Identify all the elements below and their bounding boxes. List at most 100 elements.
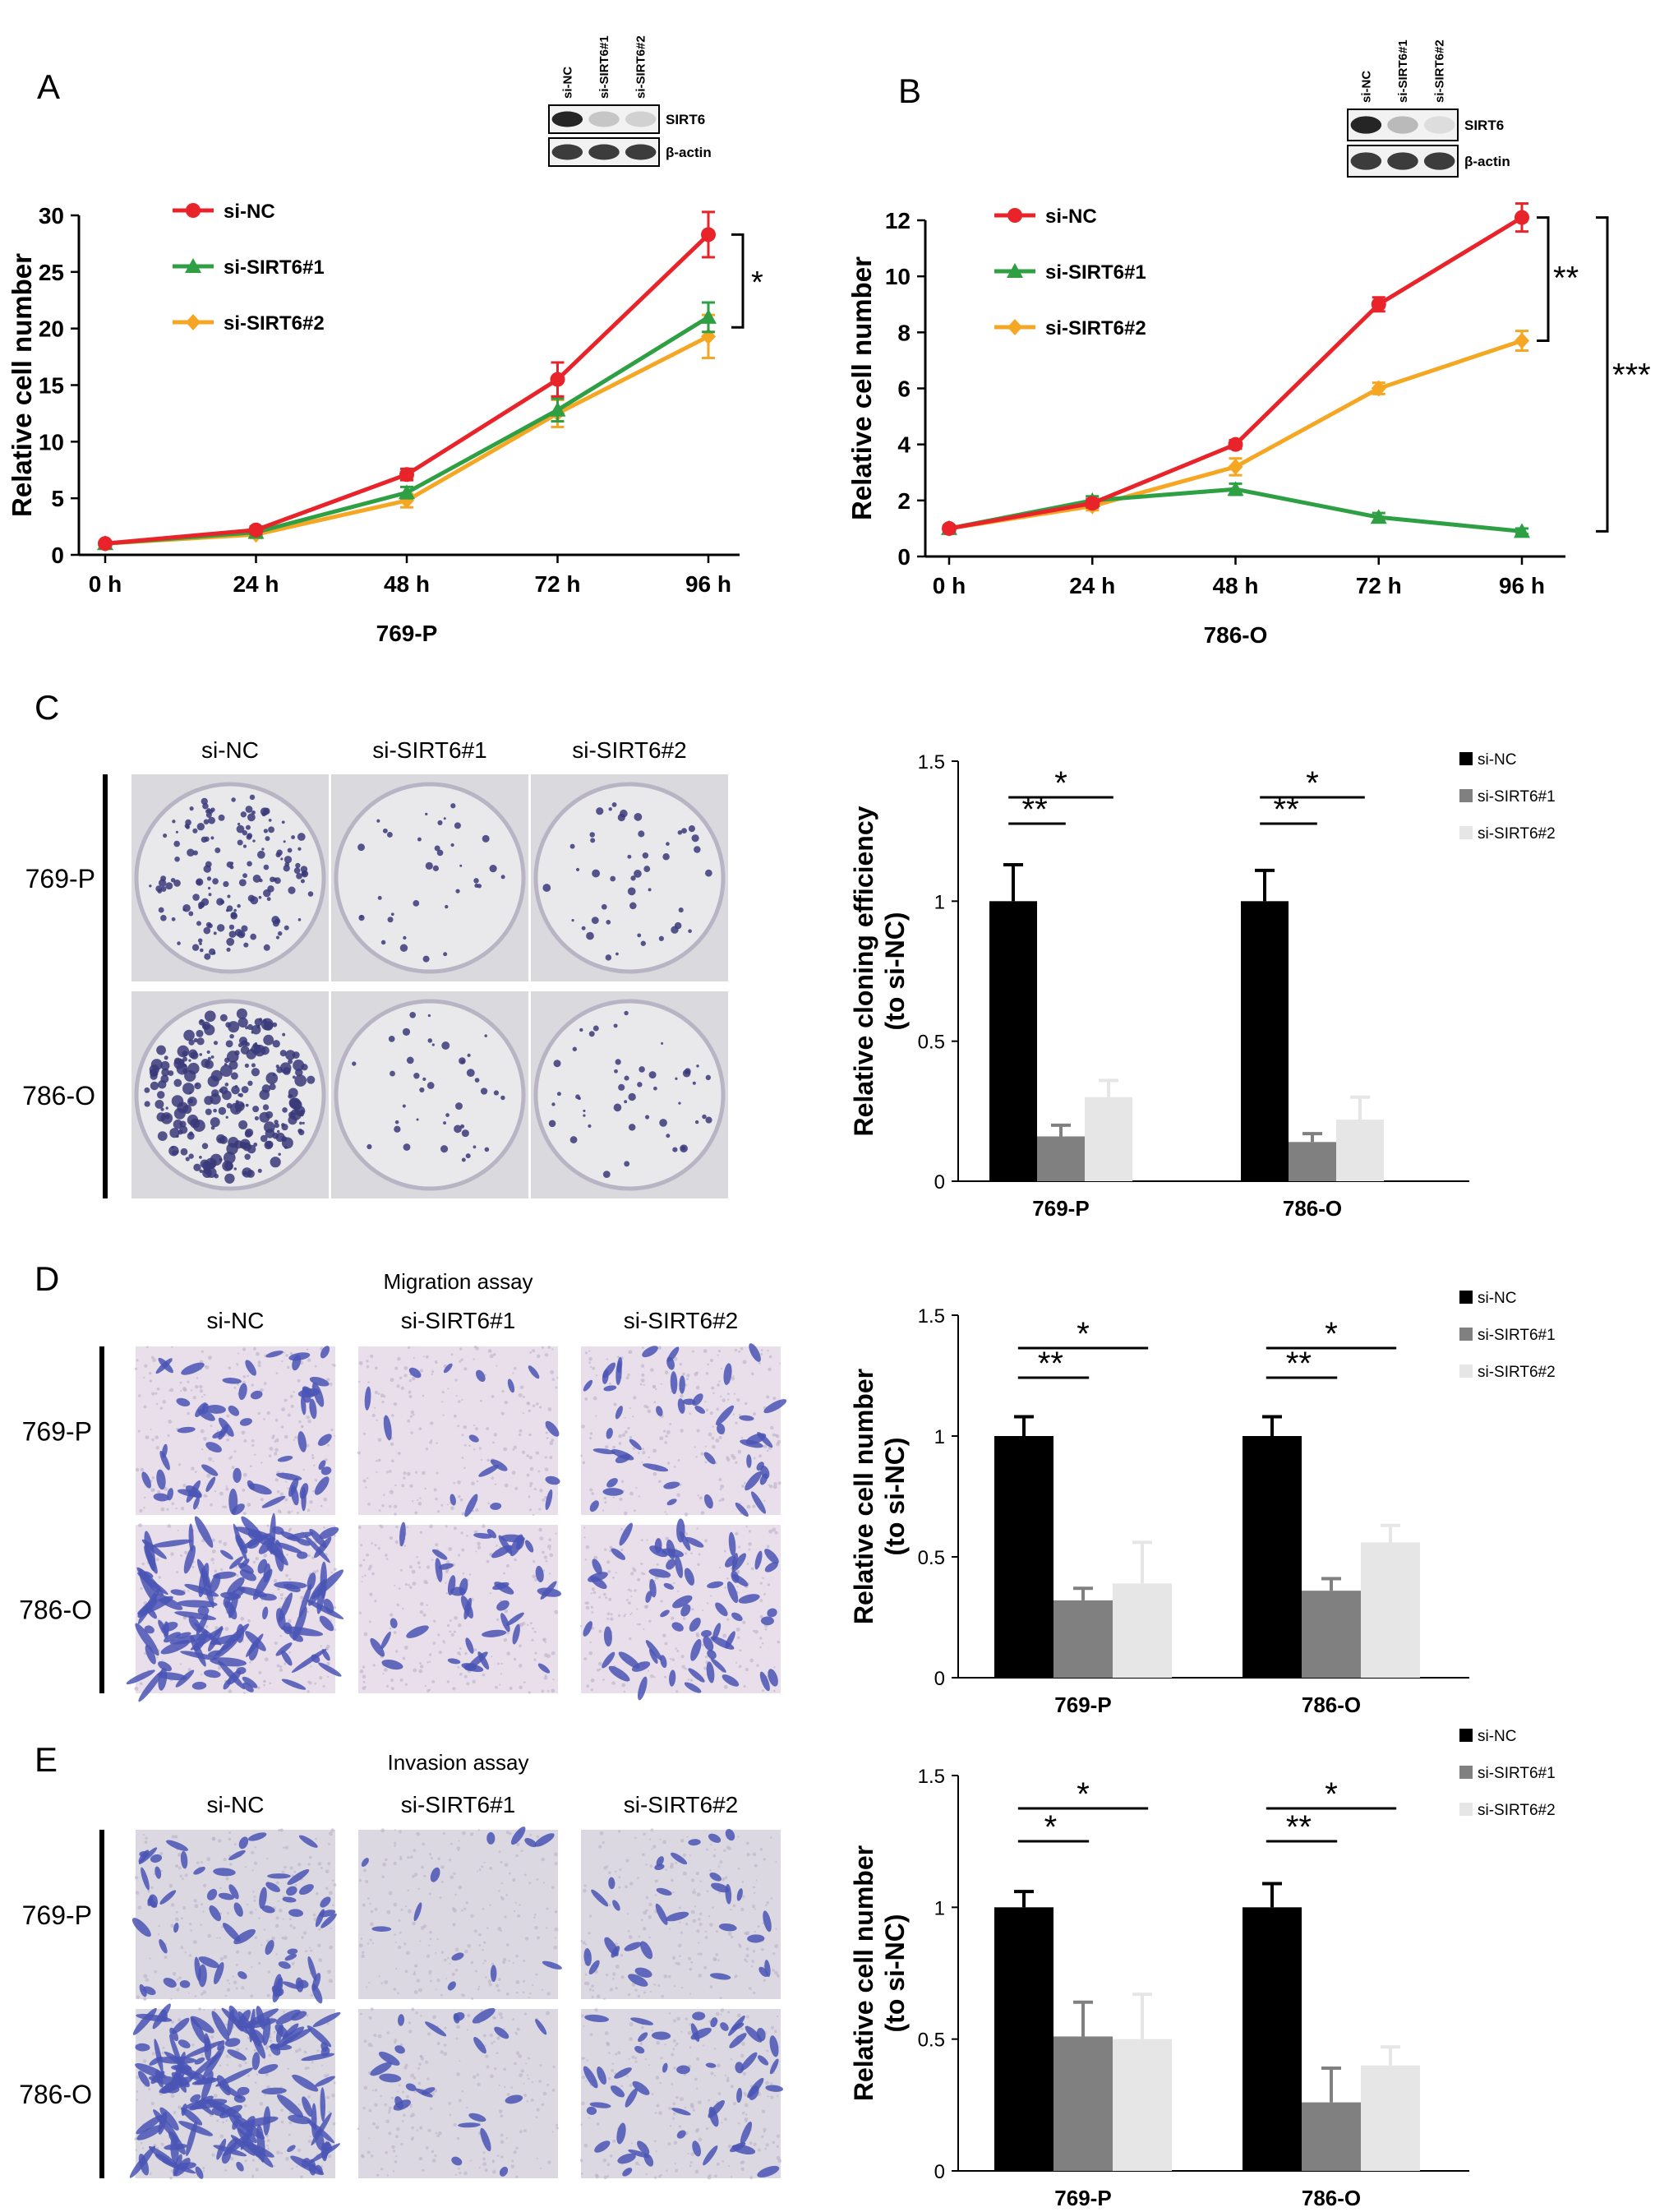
colony [643,866,651,873]
pore [641,2025,644,2030]
pore [463,1443,467,1447]
pore [532,1513,535,1517]
pore [469,2159,472,2162]
pore [437,1510,440,1513]
pore [497,1926,502,1931]
stained-cell [129,2145,156,2178]
stained-cell [175,1632,191,1639]
pore [333,1605,337,1609]
pore [586,1601,589,1605]
pore [674,2163,676,2165]
stained-cell [296,1551,308,1559]
pore [463,1425,468,1429]
stained-cell [590,1576,607,1590]
stained-cell [228,2114,257,2144]
colony [295,862,301,869]
pore [621,1433,626,1438]
pore [746,1852,750,1857]
pore [617,1614,621,1618]
pore [630,1612,633,1614]
colony [616,952,619,956]
pore [679,1921,681,1923]
pore [592,1366,596,1370]
pore [719,1860,723,1864]
stained-cell [274,1540,284,1572]
colony [694,1120,699,1124]
stained-cell [245,1360,256,1376]
pore [648,1619,652,1623]
pore [667,2142,671,2146]
y-tick-label: 6 [897,376,911,402]
pore [192,1940,197,1945]
pore [369,1938,372,1942]
colony [214,847,221,853]
pore [763,1979,766,1982]
stained-cell [637,2140,650,2155]
pore [703,1349,708,1354]
pore [275,1916,279,1920]
pore [602,1509,605,1512]
pore [308,1946,311,1949]
stained-cell [311,1972,321,1992]
pore [717,1383,720,1387]
pore [687,1678,690,1681]
pore [418,1427,422,1431]
pore [201,1448,204,1451]
y-tick-label: 0 [934,1171,945,1194]
pore [360,1544,363,1547]
stained-cell [262,2016,271,2046]
pore [690,1552,693,1554]
pore [685,2017,688,2020]
colony [252,874,261,883]
pore [180,1917,183,1920]
colony [212,878,219,884]
colony [231,1085,240,1095]
colony [202,1161,213,1171]
colony [210,1055,214,1059]
pore [196,1507,200,1509]
stained-cell [630,2017,654,2025]
stained-cell [288,1909,304,1917]
pore [767,1349,769,1352]
stained-cell [450,1586,466,1596]
pore [766,1545,770,1549]
stained-cell [545,1489,553,1511]
stained-cell [611,2085,625,2098]
pore [585,2080,588,2082]
pore [740,2161,743,2164]
pore [461,1548,465,1552]
colony [263,829,269,834]
stained-cell [311,1654,320,1664]
pore [500,2133,504,2137]
pore [512,1372,514,1374]
legend-label: si-SIRT6#1 [1478,1765,1556,1782]
pore [516,1842,520,1846]
pore [420,2015,422,2017]
stained-cell [139,1983,147,1997]
pore [307,1680,311,1683]
colony [270,1157,281,1168]
pore [264,1657,269,1662]
stained-cell [679,1375,685,1394]
pore [551,2089,556,2092]
pore [194,1995,197,1997]
pore [673,1356,678,1361]
stained-cell [259,1886,267,1910]
pore [438,1651,442,1655]
colony [207,923,213,929]
colony [681,828,687,834]
stained-cell [238,1836,249,1849]
stained-cell [638,2032,648,2043]
stained-cell [670,1371,678,1395]
pore [705,1372,709,1375]
pore [594,2173,599,2177]
pore [477,2082,481,2087]
pore [192,1560,195,1563]
stained-cell [320,1913,337,1928]
panel-letter-b: B [898,72,921,110]
colony [204,953,211,960]
stained-cell [231,1503,245,1516]
colony [199,1053,203,1056]
stained-cell [655,1903,668,1925]
pore [500,1411,505,1415]
